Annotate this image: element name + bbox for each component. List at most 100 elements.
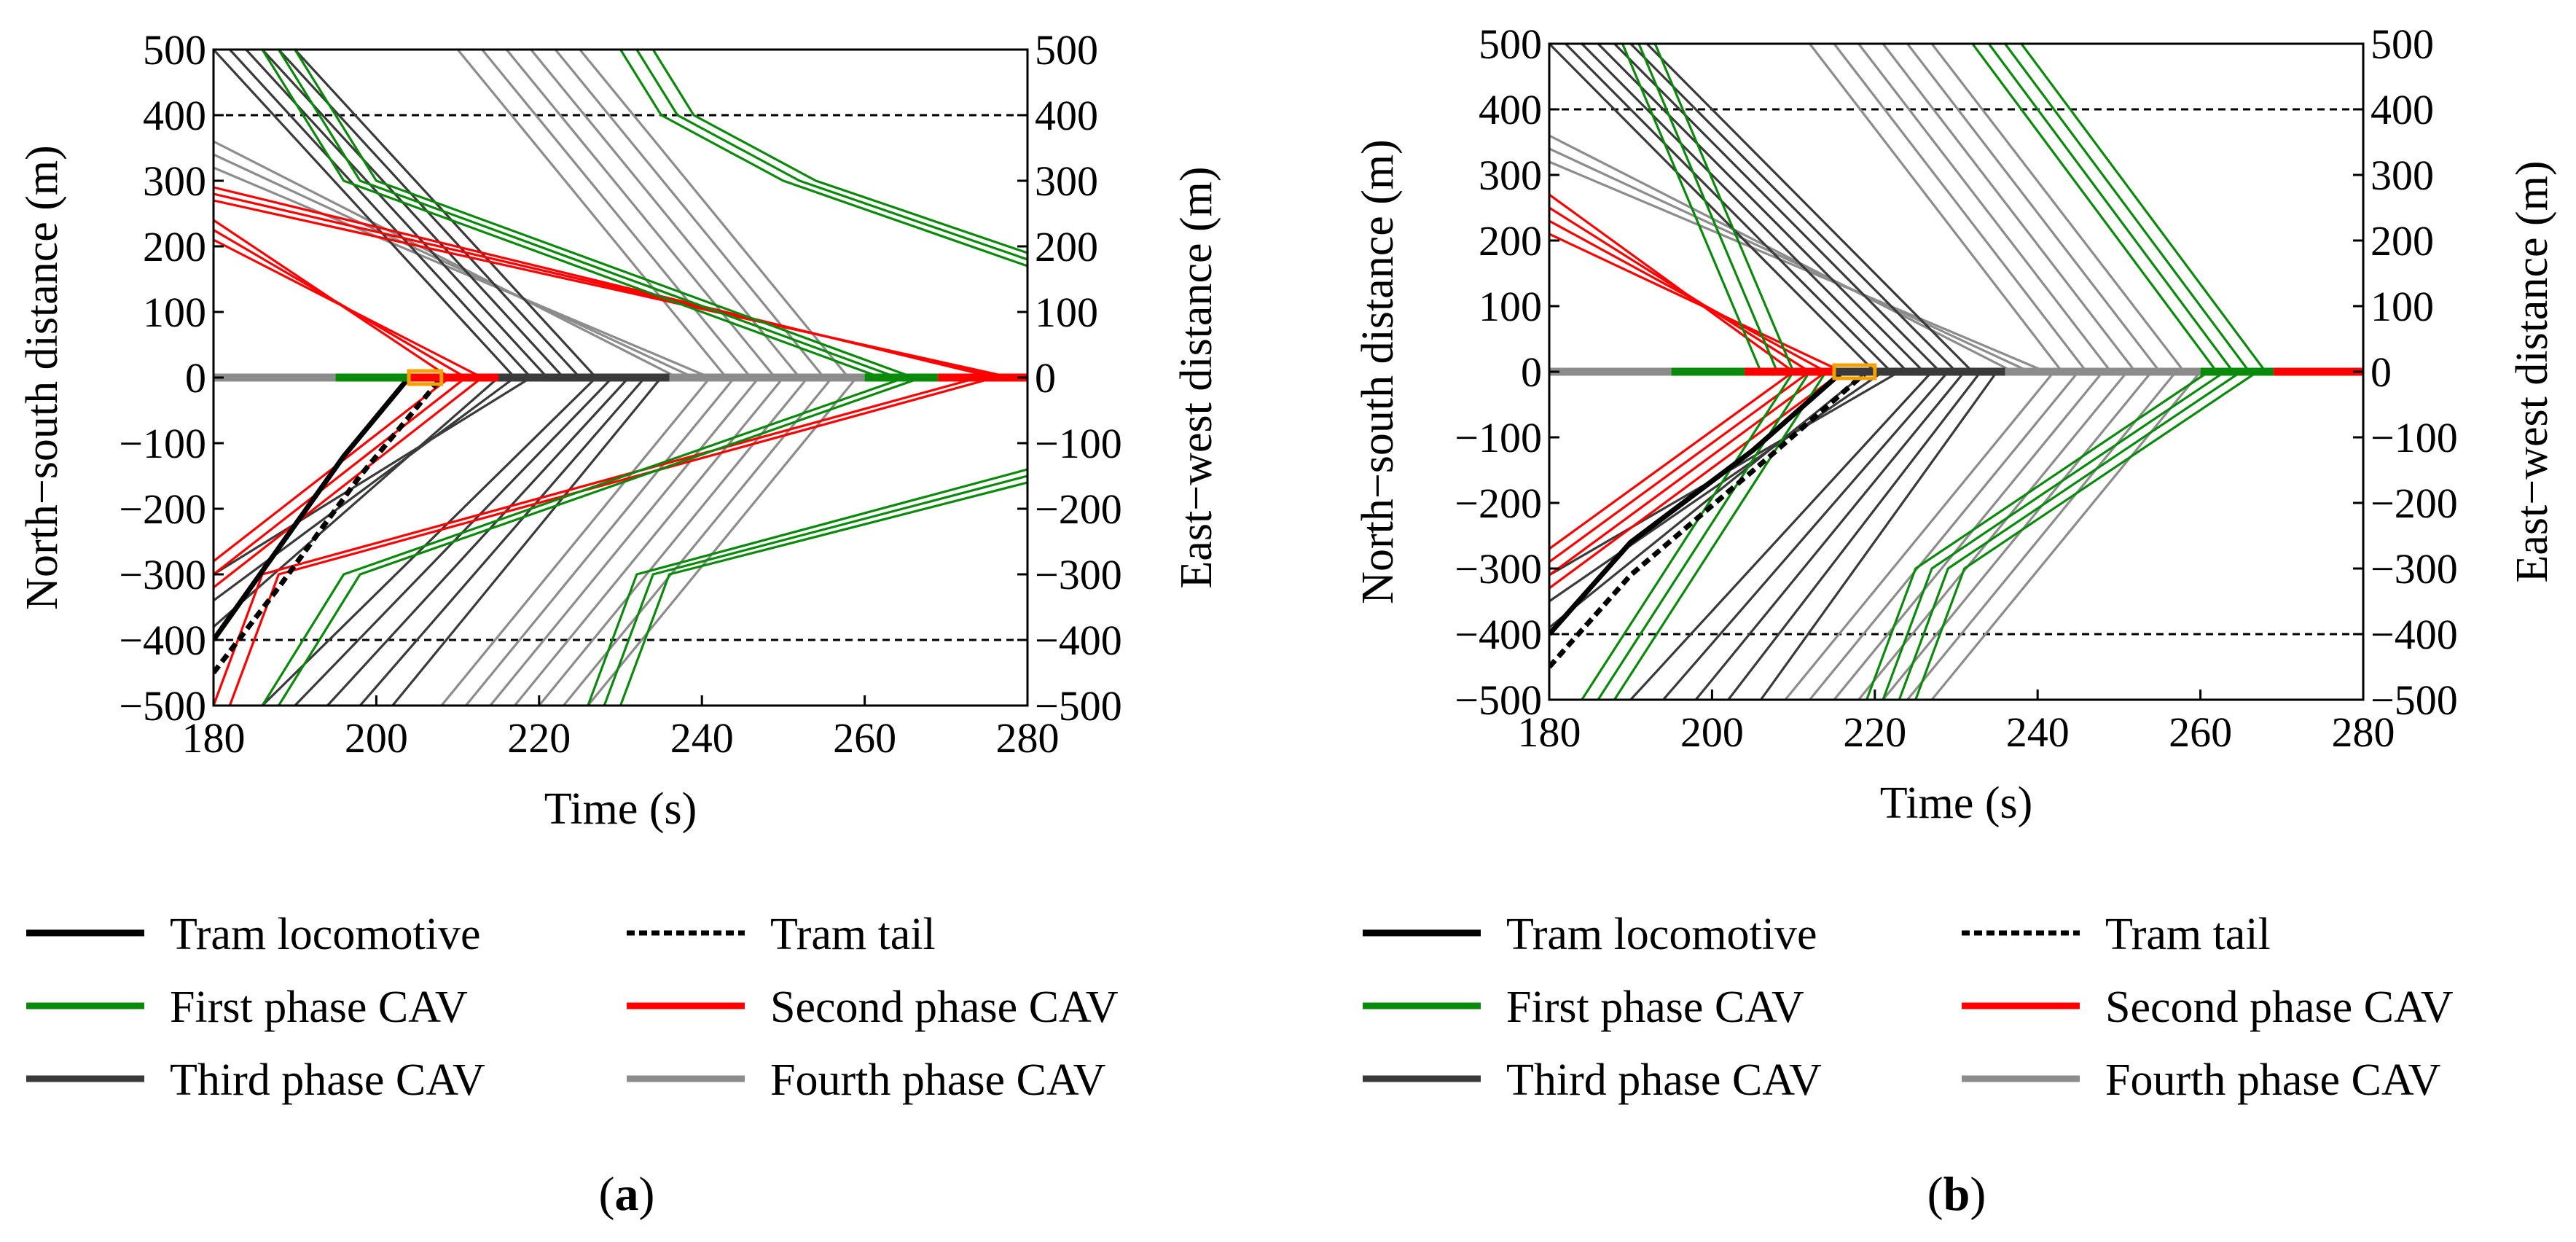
y-tick-label-left: −300 [1455,545,1542,593]
x-tick-label: 240 [670,714,734,762]
trajectory-fourth-phase [442,378,710,706]
legend-label-first-phase: First phase CAV [1506,983,1804,1032]
x-tick-label: 240 [2006,708,2070,756]
y-tick-label-right: 400 [1035,92,1098,139]
trajectory-tram-locomotive [1549,372,1842,634]
x-axis-label: Time (s) [1880,778,2033,828]
trajectory-fourth-phase [490,378,759,706]
trajectory-first-phase [1623,44,1761,372]
x-axis-label: Time (s) [544,784,697,834]
trajectory-third-phase [1565,44,1891,372]
trajectory-third-phase [1614,44,1940,372]
y-tick-label-right: −300 [1035,551,1122,598]
trajectory-fourth-phase [482,50,751,378]
x-tick-label: 180 [182,714,246,762]
trajectory-fourth-phase [214,155,694,378]
trajectory-third-phase [327,378,628,706]
panel-label-b-open: ( [1927,1168,1943,1221]
legend-label-third-phase: Third phase CAV [1506,1055,1822,1105]
y-tick-label-right: 100 [2371,283,2434,330]
y-tick-label-left: 400 [1479,86,1542,133]
y-tick-label-right: 200 [1035,223,1098,270]
trajectory-fourth-phase [1549,162,2045,372]
legend-label-third-phase: Third phase CAV [170,1055,485,1105]
trajectory-first-phase [653,50,1027,253]
y-tick-label-right: −400 [2371,611,2458,658]
trajectory-third-phase [1598,44,1924,372]
x-tick-label: 180 [1518,708,1581,756]
panel-label-a-letter: a [615,1168,639,1221]
trajectory-fourth-phase [506,50,775,378]
trajectory-third-phase [1761,372,1997,700]
legend-label-tram-locomotive: Tram locomotive [170,910,481,959]
trajectory-first-phase [1899,372,2241,700]
trajectory-fourth-phase [1859,372,2128,700]
legend-label-fourth-phase: Fourth phase CAV [2105,1055,2441,1105]
trajectory-third-phase [1582,44,1908,372]
y-axis-label-right: East−west distance (m) [2508,160,2557,582]
y-axis-label-left: North−south distance (m) [1353,139,1403,604]
trajectory-second-phase [230,378,995,706]
y-tick-label-right: 0 [2371,348,2392,396]
y-tick-label-right: 300 [2371,152,2434,199]
y-tick-label-left: 400 [143,92,206,139]
y-tick-label-left: 300 [143,157,206,205]
trajectory-fourth-phase [1834,372,2103,700]
y-tick-label-left: 100 [143,289,206,336]
trajectory-fourth-phase [563,378,832,706]
x-tick-label: 220 [1843,708,1906,756]
y-tick-label-left: −400 [119,617,206,664]
legend-panel-b: Tram locomotive Tram tail First phase CA… [1363,910,2454,1105]
panel-label-b-close: ) [1970,1168,1986,1221]
x-tick-label: 200 [1680,708,1744,756]
legend-label-second-phase: Second phase CAV [2105,983,2454,1032]
y-tick-label-left: 300 [1479,152,1542,199]
trajectory-fourth-phase [1932,372,2201,700]
trajectory-first-phase [637,50,1027,259]
x-tick-label: 280 [2332,708,2395,756]
trajectory-first-phase [604,476,1027,706]
trajectory-second-phase [1549,234,1842,372]
panel-label-b-letter: b [1943,1168,1970,1221]
plot-area [1549,44,2363,700]
legend-label-tram-tail: Tram tail [770,910,936,959]
trajectory-second-phase [1549,372,1842,588]
legend-label-tram-locomotive: Tram locomotive [1506,910,1817,959]
y-tick-label-left: 0 [185,354,206,402]
y-tick-label-right: 400 [2371,86,2434,133]
trajectory-fourth-phase [531,50,800,378]
trajectory-fourth-phase [580,50,849,378]
y-tick-label-left: −200 [1455,480,1542,527]
trajectory-fourth-phase [1859,44,2111,372]
y-tick-label-right: 300 [1035,157,1098,205]
panel-b: 500 500400 400300 300200 200100 1000 0−100 −100… [1353,20,2557,828]
y-tick-label-left: 0 [1521,348,1542,396]
y-tick-label-right: 100 [1035,289,1098,336]
trajectory-third-phase [1549,372,1883,601]
y-tick-label-left: 200 [143,223,206,270]
panel-label-b: (b) [1927,1168,1986,1221]
y-tick-label-right: 0 [1035,354,1056,402]
panel-a: 500 500 400 400 300 300 200 200 100 100 0 0 −100 −100… [17,26,1221,834]
trajectory-first-phase [1582,372,1793,700]
trajectory-fourth-phase [1549,136,2013,372]
trajectory-third-phase [1631,44,1957,372]
y-tick-label-right: −200 [1035,485,1122,533]
y-tick-label-right: −200 [2371,480,2458,527]
y-tick-label-left: −400 [1455,611,1542,658]
trajectory-second-phase [214,378,979,706]
y-tick-label-left: −100 [119,420,206,467]
panel-label-a-close: ) [639,1168,655,1221]
y-tick-label-right: 500 [1035,26,1098,74]
trajectory-figure: 500 500 400 400 300 300 200 200 100 100 0 0 −100 −100… [0,0,2576,1242]
trajectory-fourth-phase [466,378,735,706]
y-tick-label-right: 500 [2371,20,2434,68]
y-tick-label-left: 500 [1479,20,1542,68]
y-tick-label-right: −300 [2371,545,2458,593]
y-axis-label-left: North−south distance (m) [17,145,67,610]
trajectory-second-phase [1549,372,1826,575]
trajectory-fourth-phase [1834,44,2086,372]
y-tick-label-right: 200 [2371,217,2434,265]
panel-label-a-open: ( [599,1168,615,1221]
y-tick-label-left: −100 [1455,414,1542,461]
